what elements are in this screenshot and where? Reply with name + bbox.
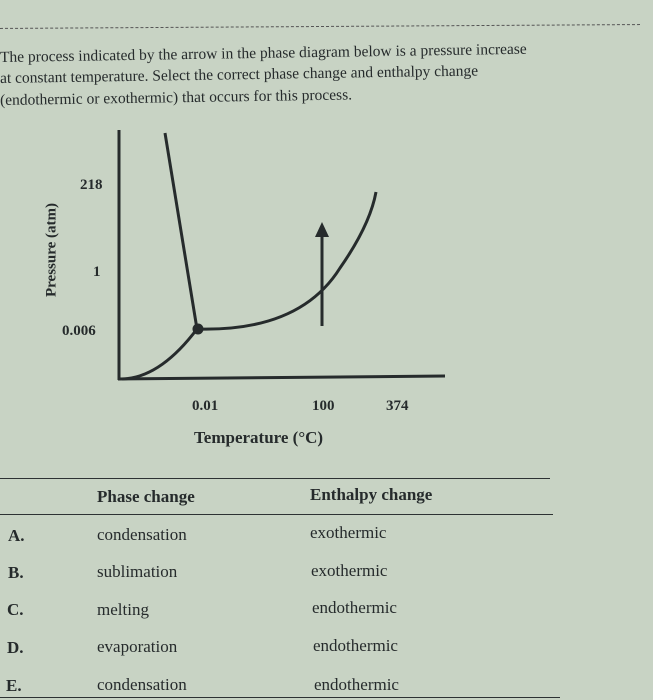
y-tick-label: 1	[93, 264, 101, 280]
phase-change-cell: melting	[97, 600, 149, 619]
phase-change-cell: sublimation	[97, 562, 178, 581]
header-phase-change: Phase change	[97, 487, 195, 506]
enthalpy-change-cell: endothermic	[314, 675, 399, 694]
x-tick-label: 374	[386, 398, 409, 414]
x-tick-label: 0.01	[192, 398, 219, 414]
triple-point	[192, 323, 204, 335]
option-letter: D.	[7, 638, 24, 657]
table-top-rule	[0, 478, 550, 479]
arrow-head-icon	[315, 222, 329, 237]
option-letter: C.	[7, 600, 24, 619]
phase-change-cell: condensation	[97, 525, 187, 544]
x-tick-label: 100	[312, 398, 335, 414]
table-header-rule	[0, 514, 553, 515]
phase-change-cell: evaporation	[97, 637, 178, 656]
enthalpy-change-cell: endothermic	[312, 598, 397, 617]
phase-change-cell: condensation	[97, 675, 187, 694]
y-tick-label: 0.006	[62, 323, 96, 339]
solid-liquid-line	[163, 132, 199, 330]
liquid-vapor-curve	[196, 191, 378, 331]
table-bottom-rule	[0, 697, 560, 698]
option-letter: A.	[8, 526, 25, 545]
option-letter: E.	[6, 676, 22, 695]
x-axis-label: Temperature (°C)	[194, 428, 324, 447]
enthalpy-change-cell: endothermic	[313, 636, 398, 655]
option-letter: B.	[8, 563, 24, 582]
solid-vapor-curve	[121, 328, 199, 381]
header-enthalpy-change: Enthalpy change	[310, 485, 433, 504]
phase-diagram-svg	[117, 130, 446, 381]
y-axis-label: Pressure (atm)	[43, 203, 60, 297]
enthalpy-change-cell: exothermic	[310, 523, 387, 542]
x-axis	[117, 374, 446, 381]
enthalpy-change-cell: exothermic	[311, 561, 388, 580]
y-tick-label: 218	[80, 177, 103, 193]
